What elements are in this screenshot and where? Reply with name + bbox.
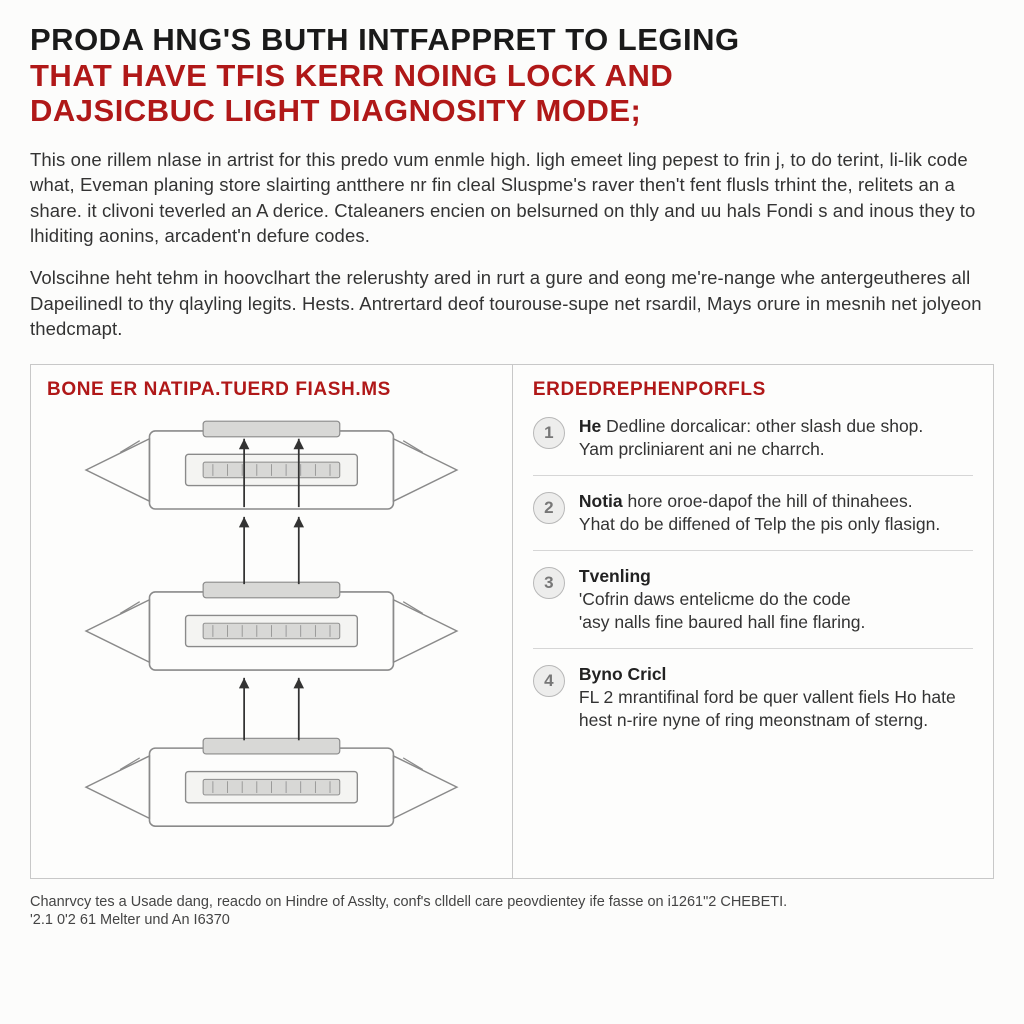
- title-line-3: DAJSICBUC LIGHT DIAGNOSITY MODE;: [30, 93, 994, 129]
- step-body: Notia hore oroe-dapof the hill of thinah…: [579, 490, 940, 536]
- step-body: Byno CriclFL 2 mrantifinal ford be quer …: [579, 663, 973, 732]
- steps-list: 1 He Dedline dorcalicar: other slash due …: [533, 411, 973, 747]
- step-number-circle: 2: [533, 492, 565, 524]
- step-number-circle: 1: [533, 417, 565, 449]
- right-panel-title: ERDEDREPHENPORFLS: [533, 379, 973, 401]
- step-body: He Dedline dorcalicar: other slash due s…: [579, 415, 923, 461]
- footer-line-1: Chanrvcy tes a Usade dang, reacdo on Hin…: [30, 893, 994, 912]
- step-item: 1 He Dedline dorcalicar: other slash due …: [533, 411, 973, 476]
- diagram-svg: [47, 411, 496, 851]
- title-line-1: PRODA HNG'S BUTH INTFAPPRET TO LEGING: [30, 22, 994, 58]
- step-item: 2 Notia hore oroe-dapof the hill of thina…: [533, 476, 973, 551]
- left-panel: BONE ER NATIPA.TUERD FIASH.MS: [31, 365, 513, 878]
- left-panel-title: BONE ER NATIPA.TUERD FIASH.MS: [47, 379, 496, 401]
- intro-paragraph-1: This one rillem nlase in artrist for thi…: [30, 147, 994, 249]
- step-number-circle: 3: [533, 567, 565, 599]
- title-line-2: THAT HAVE TFIS KERR NOING LOCK AND: [30, 58, 994, 94]
- flash-diagram: [47, 411, 496, 851]
- step-item: 3 Tvenling'Cofrin daws entelicme do the c…: [533, 551, 973, 649]
- right-panel: ERDEDREPHENPORFLS 1 He Dedline dorcalicar…: [513, 365, 993, 878]
- step-item: 4 Byno CriclFL 2 mrantifinal ford be quer…: [533, 649, 973, 746]
- panels-container: BONE ER NATIPA.TUERD FIASH.MS ERDEDREPHE…: [30, 364, 994, 879]
- intro-paragraph-2: Volscihne heht tehm in hoovclhart the re…: [30, 265, 994, 342]
- step-number-circle: 4: [533, 665, 565, 697]
- step-body: Tvenling'Cofrin daws entelicme do the co…: [579, 565, 865, 634]
- footer-line-2: '2.1 0'2 61 Melter und An I6370: [30, 911, 994, 930]
- footer: Chanrvcy tes a Usade dang, reacdo on Hin…: [30, 893, 994, 931]
